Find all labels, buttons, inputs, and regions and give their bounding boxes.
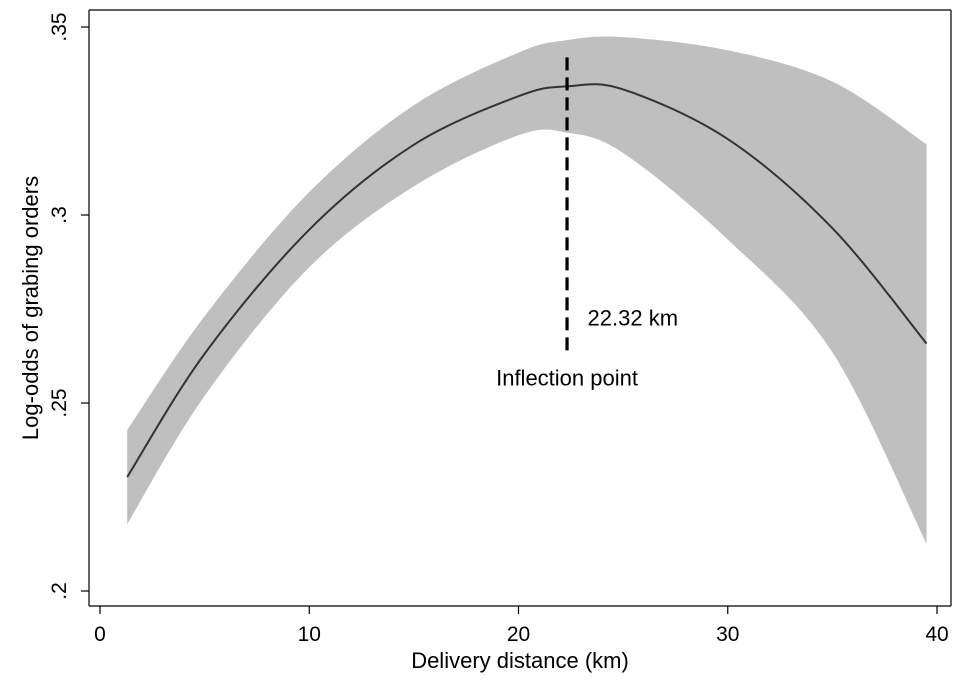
series-layer — [126, 83, 928, 478]
series-line-0 — [126, 83, 928, 478]
confidence-band — [127, 36, 927, 544]
y-tick-label: .25 — [48, 388, 71, 417]
inflection-value-label: 22.32 km — [588, 305, 679, 330]
annotation-layer: 22.32 km Inflection point — [496, 55, 679, 391]
y-tick-label: .2 — [48, 582, 71, 600]
axes-layer: 0 10 20 30 40 .2 .25 .3 .35 — [48, 9, 952, 646]
y-axis-title: Log-odds of grabing orders — [18, 176, 43, 440]
x-tick-label: 20 — [507, 623, 530, 646]
y-tick-label: .3 — [48, 206, 71, 224]
inflection-label: Inflection point — [496, 366, 638, 391]
y-tick-label: .35 — [48, 12, 71, 41]
x-tick-label: 30 — [716, 623, 739, 646]
confidence-band-layer — [127, 36, 927, 544]
x-axis-title: Delivery distance (km) — [411, 648, 629, 673]
x-tick-label: 40 — [925, 623, 948, 646]
x-tick-label: 10 — [298, 623, 321, 646]
x-tick-label: 0 — [94, 623, 106, 646]
